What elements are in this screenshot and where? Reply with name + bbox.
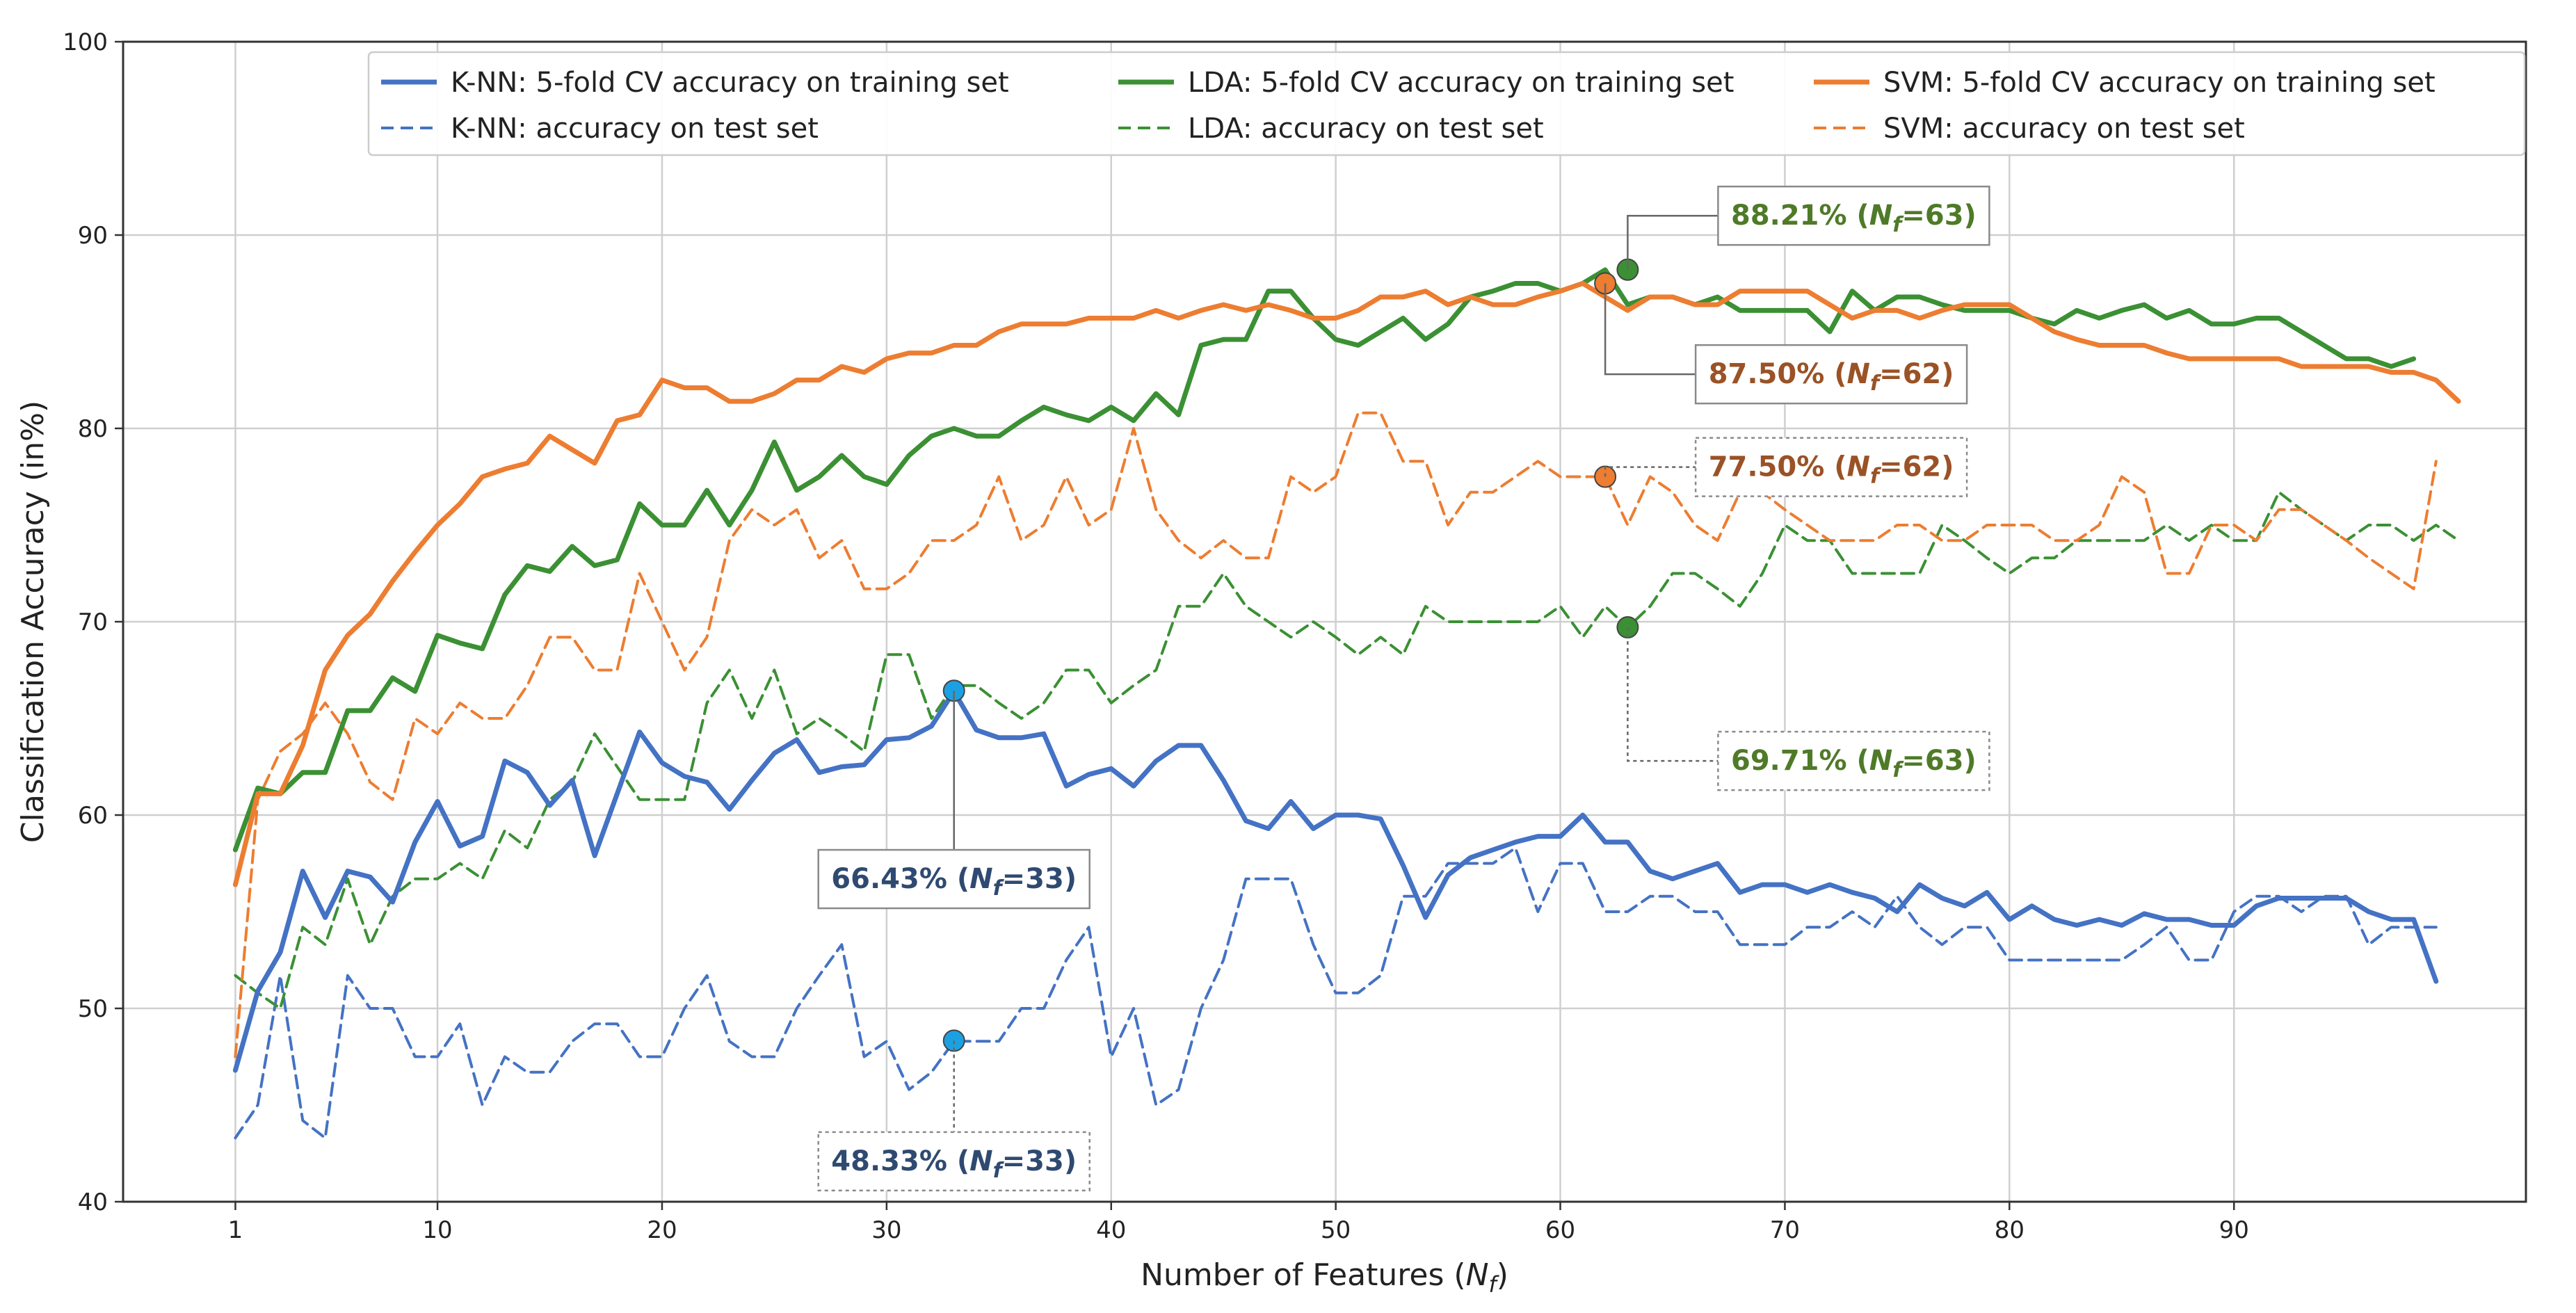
annotation-label: 88.21% (Nf=63) [1731, 200, 1977, 237]
y-tick-label: 60 [78, 802, 108, 830]
x-tick-label: 60 [1545, 1216, 1575, 1244]
x-axis-label-var: N [1466, 1257, 1489, 1293]
annotation-box [817, 848, 1090, 910]
series-lines [232, 267, 2461, 1140]
x-tick-label: 90 [2219, 1216, 2249, 1244]
x-tick-label: 30 [871, 1216, 901, 1244]
axis-ticks: 1 10 20 30 40 50 60 70 80 90 40 50 60 70 80 90 100 [63, 29, 2249, 1244]
x-axis-label-close: ) [1497, 1257, 1508, 1293]
series-line-knn-train [232, 688, 2439, 1073]
annotation-label: 87.50% (Nf=62) [1709, 358, 1954, 396]
annotation-leader-line [1627, 214, 1718, 270]
series-line-svm-test [234, 411, 2438, 1058]
x-tick-label: 20 [647, 1216, 677, 1244]
y-tick-label: 50 [78, 995, 108, 1023]
annotation-label: 69.71% (Nf=63) [1731, 745, 1977, 782]
x-tick-label: 80 [1995, 1216, 2024, 1244]
x-tick-label: 50 [1321, 1216, 1351, 1244]
annotation-box [1717, 185, 1990, 246]
annotation-box [1717, 730, 1990, 791]
legend: K-NN: 5-fold CV accuracy on training set… [367, 51, 2526, 156]
annotation-knn-train: 66.43% (Nf=33) [817, 691, 1090, 910]
highlight-points [942, 258, 1639, 1052]
series-line-knn-test [234, 846, 2438, 1140]
y-tick-label: 100 [63, 29, 108, 56]
legend-label-lda-test: LDA: accuracy on test set [1188, 113, 1544, 145]
series-line-svm-train [232, 281, 2461, 887]
x-tick-label: 10 [422, 1216, 452, 1244]
annotation-box [1694, 344, 1968, 405]
y-tick-label: 80 [78, 415, 108, 443]
annotation-label: 77.50% (Nf=62) [1709, 451, 1954, 489]
legend-label-svm-train: SVM: 5-fold CV accuracy on training set [1883, 67, 2436, 99]
grid [123, 42, 2526, 1202]
series-line-lda-train [232, 267, 2417, 853]
annotation-box [1694, 437, 1968, 497]
legend-label-knn-train: K-NN: 5-fold CV accuracy on training set [451, 67, 1009, 99]
x-tick-label: 40 [1096, 1216, 1126, 1244]
legend-label-svm-test: SVM: accuracy on test set [1883, 113, 2245, 145]
annotation-lda-test: 69.71% (Nf=63) [1627, 627, 1990, 791]
annotation-knn-test: 48.33% (Nf=33) [817, 1040, 1090, 1192]
legend-label-knn-test: K-NN: accuracy on test set [451, 113, 819, 145]
annotation-box [817, 1131, 1090, 1192]
series-line-lda-test [234, 490, 2461, 1010]
annotation-svm-train: 87.50% (Nf=62) [1604, 283, 1968, 405]
annotation-leader-line [1627, 627, 1718, 762]
annotation-lda-train: 88.21% (Nf=63) [1627, 185, 1990, 270]
annotation-label: 48.33% (Nf=33) [831, 1145, 1077, 1183]
annotation-leader-line [1604, 466, 1696, 477]
x-tick-label: 70 [1770, 1216, 1800, 1244]
annotations: 88.21% (Nf=63) 87.50% (Nf=62) 77.50% (Nf=6… [817, 185, 1990, 1192]
x-axis-label-main: Number of Features ( [1141, 1257, 1465, 1293]
legend-box [367, 51, 2526, 156]
y-tick-label: 90 [78, 222, 108, 250]
y-axis-label: Classification Accuracy (in%) [15, 401, 51, 843]
x-tick-label: 1 [228, 1216, 243, 1244]
annotation-svm-test: 77.50% (Nf=62) [1604, 437, 1968, 497]
legend-label-lda-train: LDA: 5-fold CV accuracy on training set [1188, 67, 1734, 99]
y-tick-label: 40 [78, 1189, 108, 1216]
y-tick-label: 70 [78, 609, 108, 636]
annotation-label: 66.43% (Nf=33) [831, 863, 1077, 901]
x-axis-label: Number of Features (Nf) [1141, 1257, 1508, 1298]
annotation-leader-line [1604, 283, 1696, 376]
